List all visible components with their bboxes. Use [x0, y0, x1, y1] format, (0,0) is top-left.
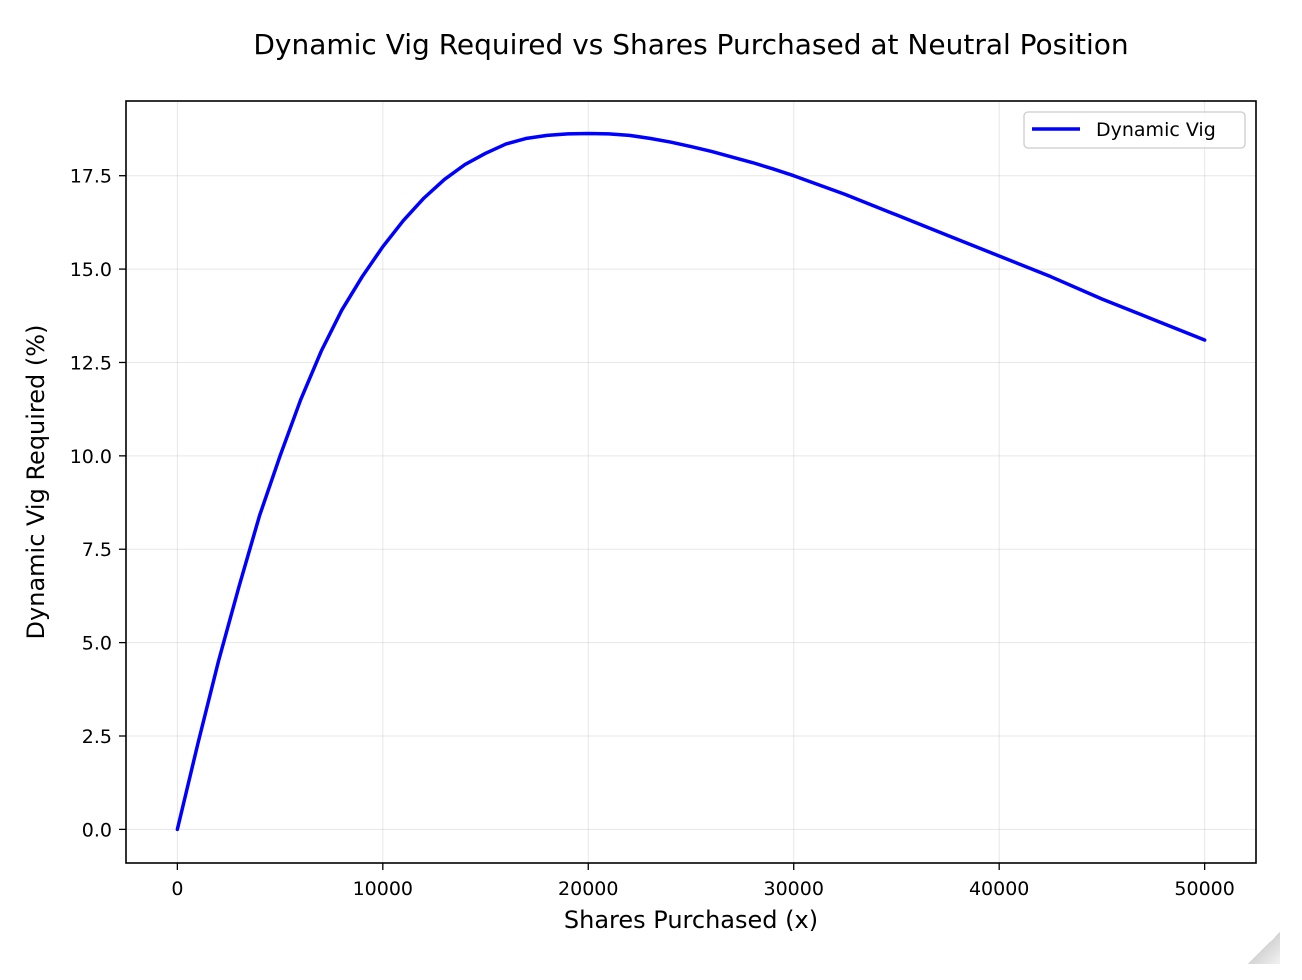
legend: Dynamic Vig	[1023, 111, 1246, 149]
y-tick-label: 2.5	[82, 726, 112, 748]
plot-area	[125, 100, 1257, 864]
x-axis-label: Shares Purchased (x)	[564, 906, 818, 934]
y-axis-ticks: 0.0 2.5 5.0 7.5 10.0 12.5 15.0 17.5	[70, 166, 126, 841]
x-tick-label: 40000	[969, 878, 1029, 900]
y-tick-label: 0.0	[82, 819, 112, 841]
y-tick-label: 7.5	[82, 539, 112, 561]
y-tick-label: 12.5	[70, 352, 112, 374]
series-layer	[175, 131, 1207, 832]
legend-label-dynamic-vig: Dynamic Vig	[1096, 119, 1216, 141]
y-axis-label: Dynamic Vig Required (%)	[22, 325, 50, 640]
y-tick-label: 15.0	[70, 259, 112, 281]
legend-box	[1023, 111, 1246, 149]
x-tick-label: 20000	[558, 878, 618, 900]
x-tick-label: 0	[171, 878, 183, 900]
x-tick-label: 50000	[1174, 878, 1234, 900]
page-curl-icon	[1248, 932, 1280, 964]
y-tick-label: 5.0	[82, 633, 112, 655]
y-tick-label: 17.5	[70, 166, 112, 188]
series-line-dynamic-vig	[175, 131, 1207, 832]
x-tick-label: 10000	[353, 878, 413, 900]
x-tick-label: 30000	[764, 878, 824, 900]
grid	[126, 101, 1256, 863]
chart-title: Dynamic Vig Required vs Shares Purchased…	[253, 28, 1128, 61]
y-tick-label: 10.0	[70, 446, 112, 468]
x-axis-ticks: 0 10000 20000 30000 40000 50000	[171, 863, 1235, 900]
